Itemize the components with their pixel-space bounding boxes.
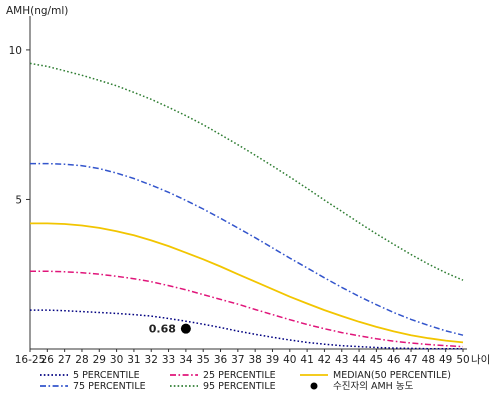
legend-marker-dot	[310, 382, 318, 390]
x-tick-label: 32	[145, 354, 158, 366]
y-axis-title: AMH(ng/ml)	[6, 5, 68, 17]
legend: 5 PERCENTILE 25 PERCENTILE MEDIAN(50 PERCE…	[40, 370, 451, 392]
patient-marker: 0.68	[149, 323, 191, 336]
x-tick-label: 48	[422, 354, 435, 366]
y-ticks: 5 10	[9, 45, 30, 206]
x-tick-label: 37	[231, 354, 244, 366]
x-tick-label: 33	[162, 354, 175, 366]
series-line-75-percentile	[30, 162, 464, 336]
x-tick-label: 49	[439, 354, 452, 366]
x-tick-label: 42	[318, 354, 331, 366]
legend-label: 95 PERCENTILE	[203, 381, 276, 392]
x-tick-label: 30	[110, 354, 123, 366]
x-tick-label: 45	[370, 354, 383, 366]
y-tick-label: 10	[9, 45, 22, 57]
x-tick-label: 29	[93, 354, 106, 366]
x-tick-label: 41	[300, 354, 313, 366]
series-line-5-percentile	[30, 309, 463, 350]
x-axis-title: 나이	[471, 354, 490, 366]
x-tick-label: 38	[248, 354, 261, 366]
legend-label: MEDIAN(50 PERCENTILE)	[333, 370, 451, 381]
legend-label: 5 PERCENTILE	[73, 370, 140, 381]
series-lines	[29, 62, 464, 350]
x-tick-label: 40	[283, 354, 296, 366]
legend-marker-label: 수진자의 AMH 농도	[333, 381, 414, 392]
x-tick-label: 50	[456, 354, 469, 366]
series-line-95-percentile	[29, 62, 464, 281]
patient-amh-value-label: 0.68	[149, 323, 176, 336]
axes: AMH(ng/ml) 나이	[6, 5, 490, 366]
legend-label: 25 PERCENTILE	[203, 370, 276, 381]
x-tick-label: 46	[387, 354, 401, 366]
x-tick-label: 35	[197, 354, 210, 366]
x-tick-label: 28	[75, 354, 88, 366]
x-tick-label: 43	[335, 354, 348, 366]
series-line-median-50-percentile	[30, 222, 464, 344]
x-tick-label: 34	[179, 354, 193, 366]
x-tick-label: 16-25	[15, 354, 46, 366]
x-tick-label: 47	[404, 354, 417, 366]
series-line-25-percentile	[30, 270, 464, 348]
y-tick-label: 5	[15, 194, 22, 206]
patient-amh-point	[180, 323, 191, 334]
x-tick-label: 44	[352, 354, 366, 366]
x-tick-label: 36	[214, 354, 228, 366]
x-tick-label: 31	[127, 354, 140, 366]
x-tick-label: 27	[58, 354, 71, 366]
x-tick-label: 26	[41, 354, 55, 366]
legend-label: 75 PERCENTILE	[73, 381, 146, 392]
x-tick-label: 39	[266, 354, 279, 366]
